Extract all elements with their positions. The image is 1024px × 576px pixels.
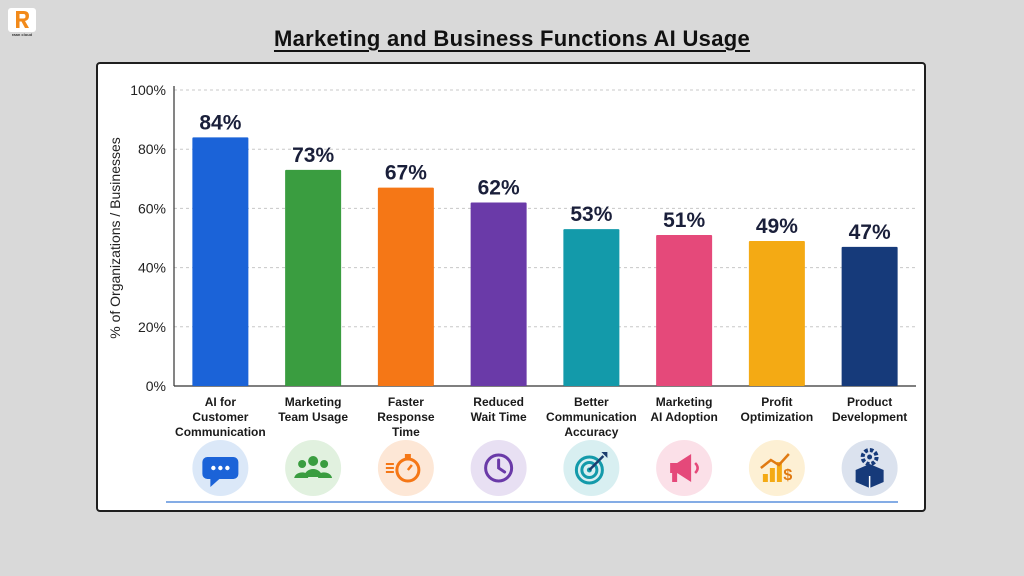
y-tick-label: 0% xyxy=(146,378,166,394)
bar xyxy=(748,240,805,386)
x-tick-label: Marketing AI Adoption xyxy=(650,395,718,424)
clock-icon xyxy=(470,440,527,496)
brand-logo-text: raan cloud xyxy=(11,32,33,37)
profit-chart-icon: $ xyxy=(748,440,805,496)
bar xyxy=(563,229,620,386)
x-tick-label: Faster Response Time xyxy=(377,395,435,439)
x-tick-label: Profit Optimization xyxy=(741,395,814,424)
x-tick-label: Better Communication Accuracy xyxy=(546,395,637,439)
x-tick-label: AI for Customer Communication xyxy=(175,395,266,439)
megaphone-icon xyxy=(656,440,713,496)
bar-value-label: 51% xyxy=(663,209,705,232)
bar-value-label: 73% xyxy=(292,144,334,167)
y-tick-label: 80% xyxy=(138,141,166,157)
bar xyxy=(656,235,713,386)
team-icon xyxy=(285,440,342,496)
y-tick-label: 60% xyxy=(138,200,166,216)
x-tick-label: Reduced Wait Time xyxy=(471,395,527,424)
target-icon xyxy=(563,440,620,496)
bar-chart: 0% 20% 40% 60% 80% 100% % of Organizations / B… xyxy=(107,82,916,503)
y-tick-label: 100% xyxy=(130,82,166,98)
product-box-icon xyxy=(841,440,898,496)
chat-bubble-icon xyxy=(192,440,249,496)
bar xyxy=(192,137,249,386)
y-tick-label: 20% xyxy=(138,319,166,335)
bar-value-label: 62% xyxy=(478,176,520,199)
y-tick-label: 40% xyxy=(138,260,166,276)
x-tick-label: Marketing Team Usage xyxy=(278,395,348,424)
y-axis-label: % of Organizations / Businesses xyxy=(107,137,123,339)
bar xyxy=(841,246,898,386)
bar-value-label: 47% xyxy=(849,221,891,244)
bar xyxy=(470,202,527,386)
bar-value-label: 49% xyxy=(756,215,798,238)
svg-text:$: $ xyxy=(783,467,792,484)
bar-value-label: 53% xyxy=(570,203,612,226)
bar-value-label: 67% xyxy=(385,162,427,185)
bar-value-label: 84% xyxy=(199,111,241,134)
brand-logo: raan cloud xyxy=(8,8,36,40)
stopwatch-icon xyxy=(377,440,434,496)
x-tick-label: Product Development xyxy=(832,395,907,424)
bar xyxy=(285,169,342,386)
chart-card: 0% 20% 40% 60% 80% 100% % of Organizations / B… xyxy=(96,62,926,512)
page-title: Marketing and Business Functions AI Usag… xyxy=(273,26,751,51)
bar xyxy=(377,187,434,386)
